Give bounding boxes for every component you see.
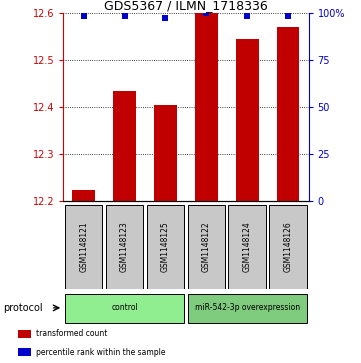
Text: percentile rank within the sample: percentile rank within the sample (36, 348, 166, 356)
Bar (277, 27, 299, 201)
Title: GDS5367 / ILMN_1718336: GDS5367 / ILMN_1718336 (104, 0, 268, 12)
Bar (18, 330, 31, 338)
Point (122, 13, 127, 19)
Text: GSM1148121: GSM1148121 (79, 221, 88, 272)
Point (204, 10, 209, 16)
Bar (147, 205, 184, 289)
Bar (65, 294, 184, 323)
Text: miR-542-3p overexpression: miR-542-3p overexpression (195, 303, 300, 313)
Bar (188, 205, 225, 289)
Point (244, 13, 250, 19)
Bar (65, 205, 103, 289)
Bar (113, 90, 136, 201)
Point (285, 13, 291, 19)
Text: GSM1148123: GSM1148123 (120, 221, 129, 272)
Bar (188, 294, 307, 323)
Bar (236, 38, 258, 201)
Text: GSM1148125: GSM1148125 (161, 221, 170, 272)
Bar (229, 205, 266, 289)
Bar (106, 205, 143, 289)
Bar (18, 348, 31, 356)
Text: transformed count: transformed count (36, 330, 108, 338)
Bar (195, 13, 218, 201)
Text: GSM1148126: GSM1148126 (284, 221, 293, 272)
Bar (72, 189, 95, 201)
Bar (269, 205, 307, 289)
Point (162, 16, 168, 21)
Text: GSM1148122: GSM1148122 (202, 221, 211, 272)
Text: control: control (111, 303, 138, 313)
Bar (154, 105, 177, 201)
Text: protocol: protocol (4, 303, 43, 313)
Text: GSM1148124: GSM1148124 (243, 221, 252, 272)
Point (81, 13, 87, 19)
